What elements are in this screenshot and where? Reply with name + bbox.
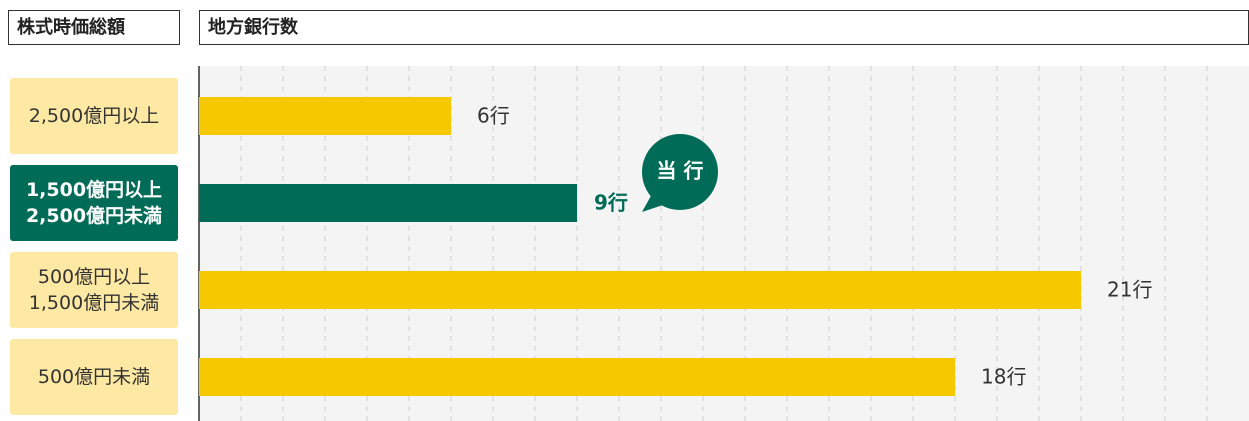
category-label: 500億円以上 1,500億円未満 [10, 252, 178, 328]
bar [199, 358, 955, 396]
callout [642, 194, 666, 212]
header: 地方銀行数 [199, 10, 1249, 45]
bar [199, 271, 1081, 309]
value-label: 9行 [594, 191, 628, 215]
annotation: 当 行 [657, 159, 704, 183]
category-label: 2,500億円以上 [10, 78, 178, 154]
category-label: 500億円未満 [10, 339, 178, 415]
callout [642, 134, 718, 210]
bar [199, 184, 577, 222]
category-label: 1,500億円以上 2,500億円未満 [10, 165, 178, 241]
value-label: 18行 [981, 365, 1026, 389]
bar [199, 97, 451, 135]
value-label: 21行 [1107, 278, 1152, 302]
header: 株式時価総額 [8, 10, 180, 45]
value-label: 6行 [477, 104, 510, 128]
